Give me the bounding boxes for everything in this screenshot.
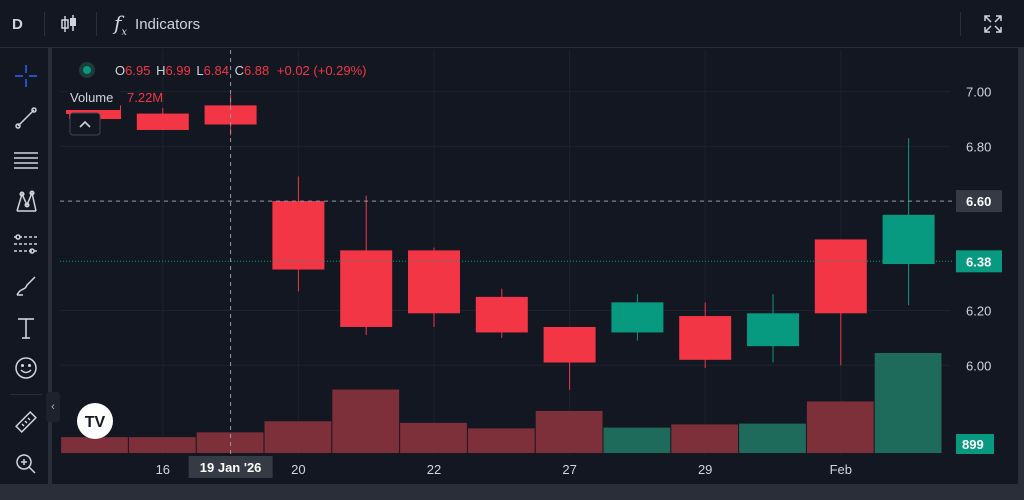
volume-bar	[332, 389, 400, 453]
last-price-label: 6.38	[966, 254, 991, 269]
collapse-sidebar-button[interactable]: ‹	[46, 392, 60, 422]
pattern-icon	[16, 190, 37, 212]
volume-bar	[739, 423, 806, 453]
volume-bar	[806, 401, 874, 453]
volume-bar	[61, 437, 128, 453]
x-tick-label: 27	[562, 462, 576, 477]
y-tick-label: 6.20	[966, 304, 991, 319]
candle-body	[543, 326, 596, 363]
x-tick-label: Feb	[830, 462, 852, 477]
crosshair-date-label: 19 Jan '26	[200, 460, 262, 475]
indicators-label: Indicators	[135, 15, 201, 33]
x-tick-label: 20	[291, 462, 305, 477]
legend-collapse-button[interactable]	[69, 112, 101, 136]
emoji-icon	[15, 357, 37, 379]
fib-tool[interactable]	[6, 226, 46, 262]
candle-body	[882, 214, 935, 265]
volume-bar	[264, 421, 332, 453]
interval-label: D	[12, 15, 23, 33]
last-price-badge	[956, 250, 1002, 273]
x-tick-label: 16	[156, 462, 170, 477]
chart-overlay	[60, 50, 954, 455]
candle-body	[272, 201, 325, 270]
volume-bar	[535, 410, 603, 453]
candles	[69, 94, 935, 390]
volume-bars	[61, 353, 942, 453]
pattern-tool[interactable]	[6, 184, 46, 220]
x-tick-label: 29	[698, 462, 712, 477]
chevron-left-icon: ‹	[51, 401, 55, 413]
toolbar-divider	[10, 394, 42, 395]
candles-icon	[61, 15, 76, 32]
toolbar-divider	[96, 12, 97, 36]
zoom-in-icon	[16, 454, 36, 474]
x-tick-label: 22	[427, 462, 441, 477]
toolbar-divider	[960, 12, 961, 36]
candle-body	[611, 302, 664, 333]
ruler-icon	[15, 411, 37, 433]
y-tick-label: 6.80	[966, 139, 991, 154]
trend-line-icon	[15, 107, 37, 129]
candle-body	[408, 250, 460, 314]
chart-type-button[interactable]	[58, 0, 80, 48]
brush-icon	[16, 276, 36, 296]
crosshair-date-badge	[188, 456, 273, 478]
volume-label-underline	[66, 110, 120, 114]
volume-bar	[400, 422, 467, 453]
volume-bar	[874, 353, 942, 453]
volume-badge	[956, 434, 994, 454]
candle-body	[136, 113, 189, 130]
volume-bar	[128, 437, 196, 453]
volume-bar	[671, 424, 739, 453]
zoom-in-tool[interactable]	[6, 446, 46, 482]
volume-bar	[467, 428, 535, 453]
horizontal-lines-tool[interactable]	[6, 142, 46, 178]
axes: 7.006.806.606.206.006.606.38899162022272…	[156, 85, 1002, 478]
indicators-button[interactable]: fx Indicators	[114, 0, 200, 48]
crosshair-tool[interactable]	[6, 58, 46, 94]
volume-label-bg	[66, 88, 120, 114]
fullscreen-button[interactable]	[982, 0, 1004, 48]
y-tick-label: 6.00	[966, 358, 991, 373]
candle-body	[747, 313, 799, 347]
drawing-toolbar	[0, 48, 52, 500]
status-dot	[83, 66, 91, 74]
candle-body	[679, 316, 732, 360]
candle-body	[814, 239, 867, 314]
text-tool[interactable]	[6, 310, 46, 346]
right-border	[1018, 48, 1024, 500]
candle-body	[475, 296, 528, 333]
horizontal-lines-icon	[14, 152, 38, 169]
y-tick-label: 7.00	[966, 85, 991, 100]
trend-line-tool[interactable]	[6, 100, 46, 136]
crosshair-price-badge	[956, 190, 1002, 213]
toolbar-divider	[44, 12, 45, 36]
logo-circle	[77, 403, 113, 439]
interval-button[interactable]: D	[12, 0, 23, 48]
fullscreen-icon	[984, 15, 1002, 33]
fib-icon	[14, 234, 38, 254]
logo-text: TV	[85, 414, 106, 431]
volume-label[interactable]: Volume	[70, 90, 113, 105]
ohlc-readout: O6.95 H6.99 L6.84 C6.88 +0.02 (+0.29%)	[115, 63, 367, 78]
tradingview-logo: TV	[77, 403, 113, 439]
volume-value: 7.22M	[127, 90, 163, 105]
top-toolbar: D fx Indicators	[0, 0, 1024, 48]
brush-tool[interactable]	[6, 268, 46, 304]
crosshair-price-label: 6.60	[966, 194, 991, 209]
volume-bar	[603, 427, 671, 453]
chevron-up-icon	[79, 120, 91, 128]
legend: O6.95 H6.99 L6.84 C6.88 +0.02 (+0.29%) V…	[66, 62, 367, 136]
bottom-border	[0, 484, 1024, 500]
volume-badge-label: 899	[962, 437, 984, 452]
emoji-tool[interactable]	[6, 350, 46, 386]
crosshair-icon	[15, 65, 37, 87]
function-icon: fx	[114, 10, 128, 38]
candle-body	[340, 250, 393, 327]
text-icon	[18, 318, 34, 339]
ruler-tool[interactable]	[6, 404, 46, 440]
price-chart[interactable]: 7.006.806.606.206.006.606.38899162022272…	[60, 50, 1018, 478]
